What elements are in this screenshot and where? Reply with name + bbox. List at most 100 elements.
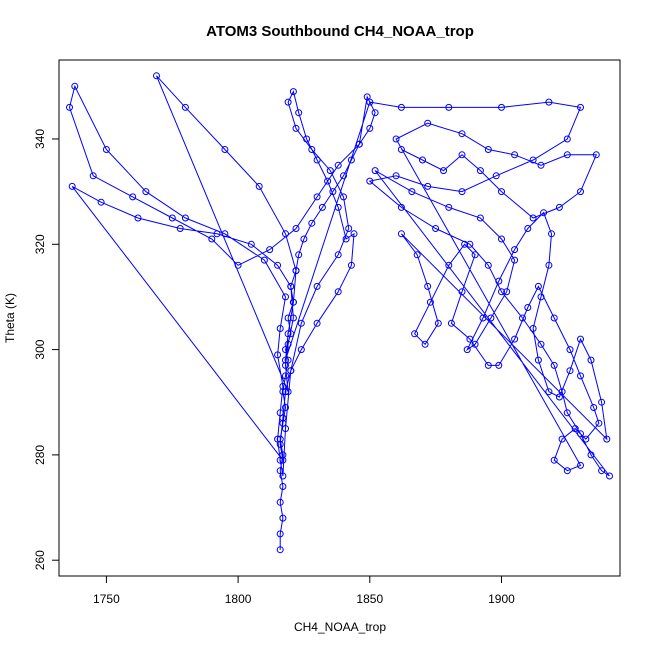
data-point (566, 346, 574, 354)
data-point (413, 251, 421, 259)
data-point (577, 188, 584, 196)
data-point (289, 314, 297, 322)
data-point (432, 225, 440, 232)
data-point (445, 103, 453, 111)
data-point (558, 388, 566, 396)
data-point (411, 330, 419, 338)
data-point (397, 203, 405, 211)
data-point (102, 146, 110, 153)
data-point (447, 319, 455, 327)
data-point (534, 356, 542, 364)
data-point (274, 351, 282, 359)
data-point (529, 214, 537, 222)
data-point (287, 367, 295, 375)
data-point (276, 440, 284, 448)
data-point (577, 335, 584, 343)
data-point (484, 361, 492, 369)
data-point (68, 182, 76, 190)
data-point (577, 430, 584, 438)
plot-frame (58, 59, 621, 577)
data-point (424, 282, 432, 290)
data-point (279, 514, 287, 522)
data-point (176, 225, 184, 232)
data-point (153, 72, 160, 80)
data-point (234, 261, 242, 269)
data-point (476, 167, 484, 175)
data-point (503, 288, 511, 296)
data-point (97, 198, 105, 206)
data-point (295, 109, 303, 117)
data-point (276, 456, 284, 464)
data-point (529, 156, 537, 164)
data-point (495, 277, 503, 285)
data-point (577, 461, 584, 469)
data-point (461, 240, 469, 248)
data-point (274, 261, 282, 269)
data-point (511, 246, 519, 254)
data-point (476, 214, 484, 222)
data-point (66, 103, 73, 111)
data-point (260, 256, 268, 264)
data-point (313, 156, 321, 164)
data-point (606, 472, 613, 480)
data-point (397, 146, 405, 153)
data-point (492, 172, 500, 180)
data-point (550, 361, 558, 369)
data-point (479, 314, 487, 322)
data-point (282, 361, 289, 369)
data-point (555, 203, 563, 211)
data-point (582, 435, 590, 443)
data-point (545, 388, 553, 396)
data-point (550, 456, 558, 464)
data-point (566, 367, 574, 375)
data-point (276, 530, 284, 538)
data-point (89, 172, 97, 180)
data-point (577, 372, 584, 380)
data-point (524, 225, 532, 232)
data-point (555, 393, 563, 401)
data-point (558, 435, 566, 443)
x-axis-label: CH4_NOAA_trop (294, 620, 386, 634)
data-point (282, 230, 289, 238)
data-point (326, 167, 334, 175)
data-point (279, 483, 287, 490)
x-tick-label: 1850 (356, 592, 383, 606)
data-point (342, 235, 350, 243)
data-point (590, 404, 598, 411)
data-point (471, 340, 479, 348)
data-point (324, 177, 332, 185)
data-point (276, 435, 284, 443)
data-point (303, 135, 311, 143)
data-point (308, 219, 316, 227)
data-point (366, 177, 374, 185)
data-point (334, 203, 342, 211)
data-point (371, 109, 379, 117)
y-tick-label: 320 (33, 234, 47, 254)
data-point (282, 372, 289, 380)
data-point (284, 340, 292, 348)
data-point (334, 161, 342, 169)
data-point (595, 419, 603, 427)
data-point (563, 135, 571, 143)
data-point (297, 319, 305, 327)
data-point (537, 340, 545, 348)
data-point (392, 172, 400, 180)
data-point (426, 298, 434, 306)
x-tick-label: 1900 (488, 592, 515, 606)
data-point (397, 103, 405, 111)
data-point (334, 288, 342, 296)
data-point (498, 103, 505, 111)
data-point (347, 261, 355, 269)
data-point (458, 288, 466, 296)
data-point (181, 103, 189, 111)
data-point (587, 356, 595, 364)
series-line (68, 75, 610, 550)
data-point (355, 140, 363, 148)
data-point (519, 314, 526, 322)
data-point (577, 103, 584, 111)
data-point (498, 188, 505, 196)
data-point (421, 340, 429, 348)
data-point (511, 256, 519, 264)
data-point (550, 314, 558, 322)
